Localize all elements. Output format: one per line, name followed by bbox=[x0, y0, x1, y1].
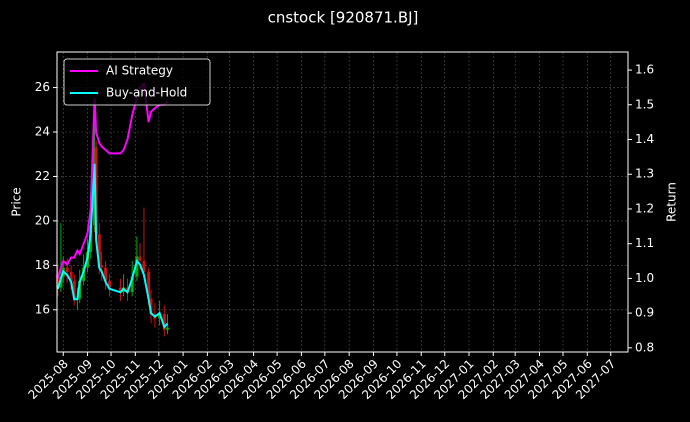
y-tick-label: 26 bbox=[35, 80, 50, 94]
y2-tick-label: 0.9 bbox=[635, 306, 654, 320]
y2-axis-label: Return bbox=[665, 182, 679, 222]
plot-frame bbox=[56, 51, 629, 353]
candle-body bbox=[135, 256, 139, 277]
candle-body bbox=[59, 276, 63, 288]
y2-tick-label: 1.3 bbox=[635, 167, 654, 181]
candle-body bbox=[97, 234, 101, 266]
candle-body bbox=[100, 265, 104, 268]
candle-body bbox=[158, 314, 162, 319]
candle-body bbox=[107, 280, 111, 288]
legend-label: Buy-and-Hold bbox=[106, 86, 187, 100]
candle-body bbox=[130, 276, 134, 292]
legend-label: AI Strategy bbox=[106, 64, 173, 78]
candle-body bbox=[165, 327, 169, 330]
y-tick-label: 24 bbox=[35, 125, 50, 139]
y-tick-label: 18 bbox=[35, 258, 50, 272]
candle-body bbox=[104, 267, 108, 281]
y2-tick-label: 1.4 bbox=[635, 132, 654, 146]
y-tick-label: 20 bbox=[35, 213, 50, 227]
line bbox=[56, 163, 169, 329]
y2-tick-label: 1.6 bbox=[635, 63, 654, 77]
candle-body bbox=[69, 272, 73, 281]
y2-tick-label: 1.2 bbox=[635, 201, 654, 215]
y2-tick-label: 1.0 bbox=[635, 271, 654, 285]
candle-body bbox=[138, 256, 142, 261]
y-tick-label: 16 bbox=[35, 302, 50, 316]
candle-body bbox=[94, 147, 98, 235]
line bbox=[56, 81, 169, 279]
legend-box bbox=[63, 58, 211, 106]
candle-body bbox=[72, 280, 76, 299]
candle-body bbox=[56, 274, 60, 288]
y2-tick-label: 0.8 bbox=[635, 340, 654, 354]
y-tick-label: 22 bbox=[35, 169, 50, 183]
candle-body bbox=[147, 272, 151, 299]
candle-body bbox=[149, 298, 153, 315]
candle-body bbox=[118, 287, 122, 292]
candle-body bbox=[78, 280, 82, 299]
candle-body bbox=[142, 260, 146, 272]
candle-body bbox=[162, 314, 166, 330]
chart-title: cnstock [920871.BJ] bbox=[268, 9, 419, 27]
candle-body bbox=[65, 267, 69, 272]
y-axis-label: Price bbox=[10, 187, 24, 216]
y2-tick-label: 1.1 bbox=[635, 236, 654, 250]
y2-tick-label: 1.5 bbox=[635, 97, 654, 111]
